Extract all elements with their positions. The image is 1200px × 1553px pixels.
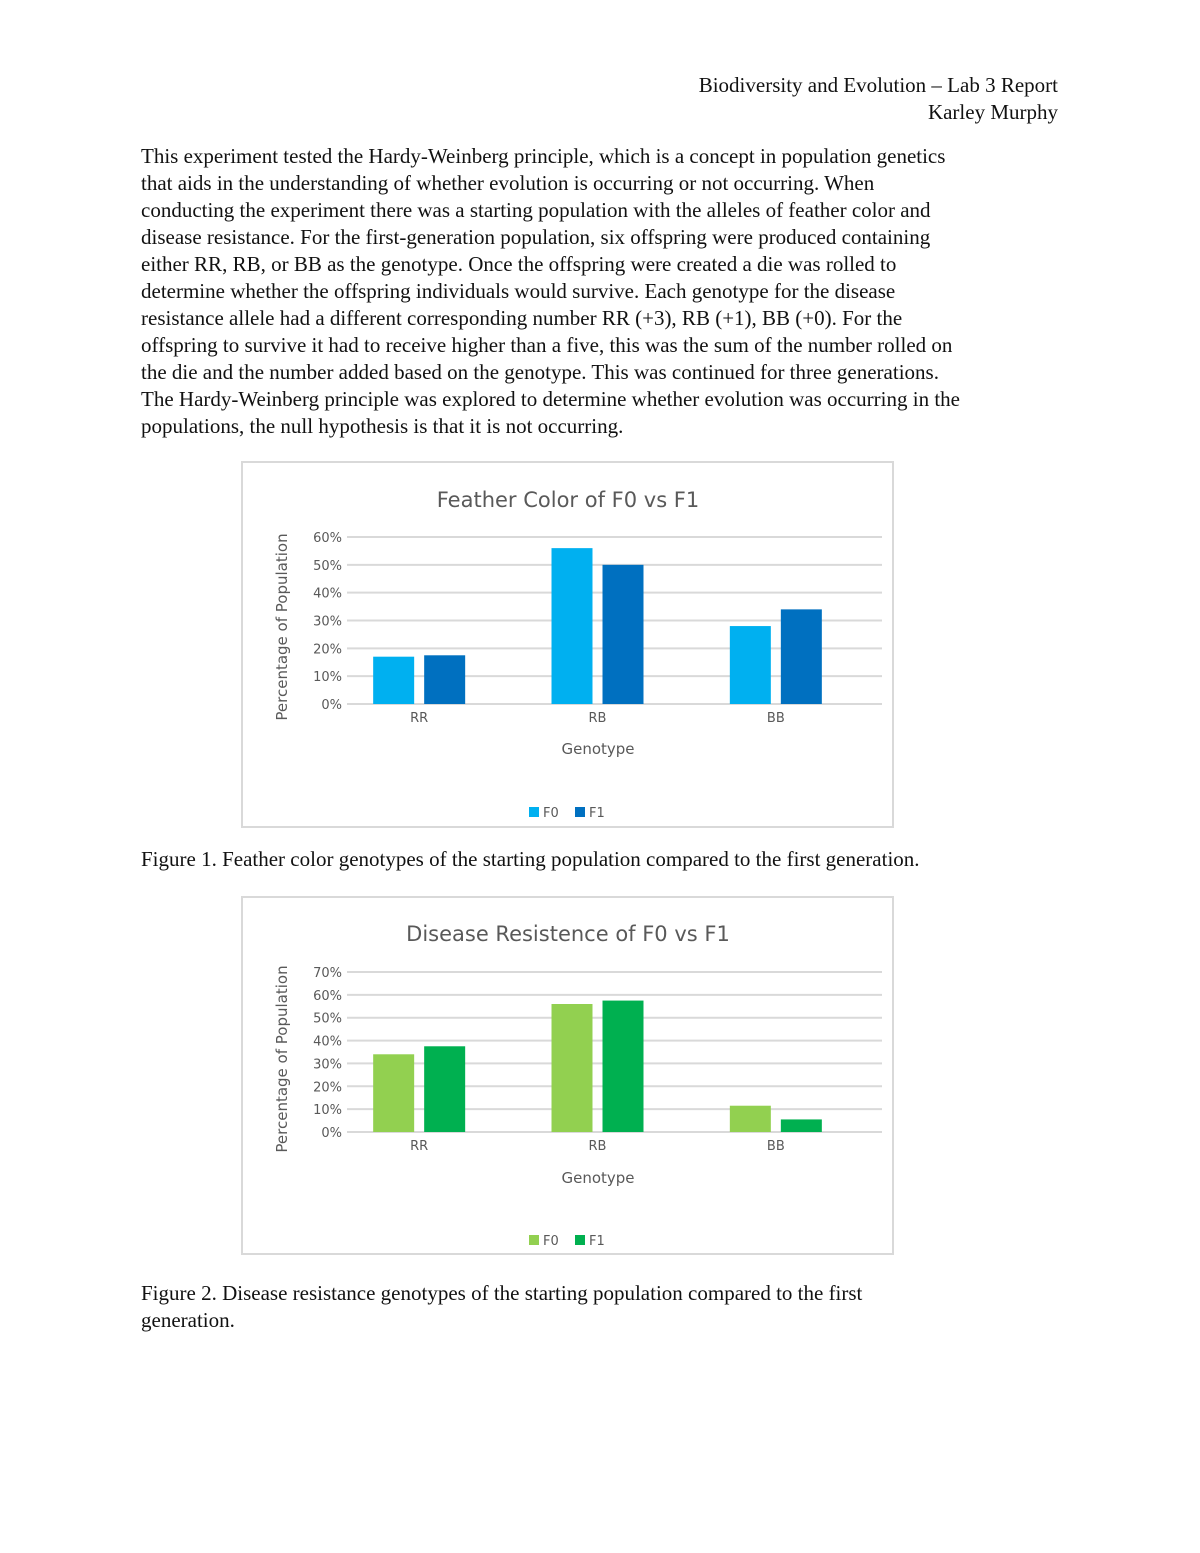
- body-line: conducting the experiment there was a st…: [141, 198, 931, 222]
- chart-title: Disease Resistence of F0 vs F1: [406, 922, 730, 946]
- y-tick-label: 40%: [313, 1035, 342, 1050]
- body-line: This experiment tested the Hardy-Weinber…: [141, 144, 946, 168]
- bar-f1-rr: [424, 655, 466, 704]
- y-axis-label: Percentage of Population: [273, 533, 291, 720]
- body-line: offspring to survive it had to receive h…: [141, 333, 953, 357]
- body-paragraph: This experiment tested the Hardy-Weinber…: [141, 143, 960, 440]
- course-title: Biodiversity and Evolution – Lab 3 Repor…: [698, 73, 1058, 97]
- caption-line: Figure 2. Disease resistance genotypes o…: [141, 1281, 863, 1305]
- figure-1-caption: Figure 1. Feather color genotypes of the…: [141, 847, 920, 871]
- y-tick-label: 60%: [313, 531, 342, 546]
- bar-f1-bb: [780, 1119, 822, 1132]
- y-tick-label: 0%: [321, 698, 342, 713]
- body-line: disease resistance. For the first-genera…: [141, 225, 931, 249]
- body-line: the die and the number added based on th…: [141, 360, 939, 384]
- legend-label-f0: F0: [543, 1234, 559, 1249]
- bar-f0-bb: [729, 1105, 771, 1132]
- y-axis-label: Percentage of Population: [273, 965, 291, 1152]
- document-header: Biodiversity and Evolution – Lab 3 Repor…: [699, 72, 1058, 126]
- bar-f0-rr: [373, 1054, 415, 1132]
- body-line: determine whether the offspring individu…: [141, 279, 896, 303]
- x-axis-label: Genotype: [561, 1169, 634, 1187]
- legend-swatch-f0: [529, 1235, 539, 1245]
- caption-line: generation.: [141, 1308, 235, 1332]
- body-line: that aids in the understanding of whethe…: [141, 171, 875, 195]
- y-tick-label: 0%: [321, 1126, 342, 1141]
- legend-label-f1: F1: [589, 1234, 605, 1249]
- bar-f1-bb: [780, 609, 822, 704]
- x-tick-label: RB: [589, 1139, 607, 1154]
- x-axis-label: Genotype: [561, 740, 634, 758]
- y-tick-label: 70%: [313, 966, 342, 981]
- x-tick-label: RR: [410, 711, 428, 726]
- y-tick-label: 60%: [313, 989, 342, 1004]
- y-tick-label: 10%: [313, 1103, 342, 1118]
- bar-f1-rb: [602, 1000, 644, 1132]
- body-line: resistance allele had a different corres…: [141, 306, 903, 330]
- chart-title: Feather Color of F0 vs F1: [437, 488, 700, 512]
- y-tick-label: 30%: [313, 1057, 342, 1072]
- disease-resistance-chart-svg: Disease Resistence of F0 vs F1 Percentage…: [273, 922, 882, 1249]
- figure-2-chart: Disease Resistence of F0 vs F1 Percentage…: [241, 896, 894, 1255]
- bar-f0-rb: [551, 548, 593, 704]
- y-tick-label: 30%: [313, 615, 342, 630]
- bar-f1-rb: [602, 564, 644, 704]
- body-line: either RR, RB, or BB as the genotype. On…: [141, 252, 897, 276]
- legend-label-f0: F0: [543, 806, 559, 821]
- bar-f1-rr: [424, 1046, 466, 1132]
- figure-2-caption: Figure 2. Disease resistance genotypes o…: [141, 1280, 862, 1334]
- x-tick-label: RB: [589, 711, 607, 726]
- legend-swatch-f0: [529, 807, 539, 817]
- figure-1-chart: Feather Color of F0 vs F1 Percentage of P…: [241, 461, 894, 828]
- x-tick-label: BB: [767, 711, 785, 726]
- y-tick-label: 10%: [313, 670, 342, 685]
- bar-f0-bb: [729, 626, 771, 704]
- x-tick-label: RR: [410, 1139, 428, 1154]
- author-name: Karley Murphy: [927, 100, 1058, 124]
- x-tick-label: BB: [767, 1139, 785, 1154]
- bar-f0-rr: [373, 656, 415, 704]
- y-tick-label: 20%: [313, 642, 342, 657]
- feather-color-chart-svg: Feather Color of F0 vs F1 Percentage of P…: [273, 488, 882, 821]
- legend-swatch-f1: [575, 1235, 585, 1245]
- body-line: populations, the null hypothesis is that…: [141, 414, 624, 438]
- body-line: The Hardy-Weinberg principle was explore…: [141, 387, 960, 411]
- y-tick-label: 50%: [313, 559, 342, 574]
- y-tick-label: 40%: [313, 587, 342, 602]
- legend-swatch-f1: [575, 807, 585, 817]
- y-tick-label: 20%: [313, 1080, 342, 1095]
- legend-label-f1: F1: [589, 806, 605, 821]
- bar-f0-rb: [551, 1004, 593, 1132]
- y-tick-label: 50%: [313, 1012, 342, 1027]
